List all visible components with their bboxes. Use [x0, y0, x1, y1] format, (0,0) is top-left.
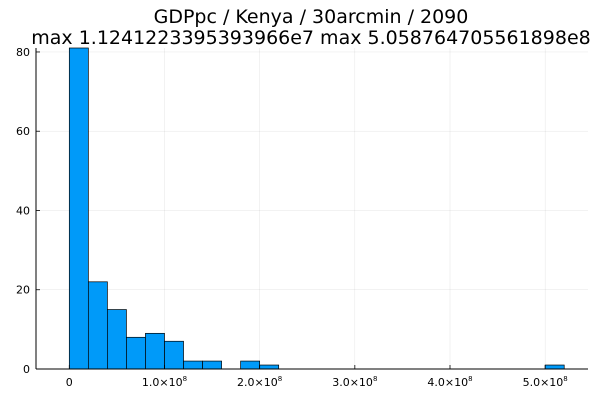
histogram-bar [126, 336, 146, 370]
y-tick-label: 40 [16, 204, 30, 217]
histogram-bar [107, 309, 127, 370]
y-tick-label: 20 [16, 284, 30, 297]
histogram-bar [87, 281, 108, 370]
histogram-bar [544, 364, 565, 370]
x-tick-label: 2.0×108 [237, 375, 282, 389]
bars [68, 47, 565, 370]
chart-subtitle: max 1.1241223395393966e7 max 5.058764705… [31, 27, 590, 49]
x-tick-label: 1.0×108 [142, 375, 187, 389]
histogram-bar [164, 340, 184, 370]
x-axis-ticks: 0 1.0×108 2.0×108 3.0×108 4.0×108 5.0×108 [66, 365, 568, 389]
y-tick-label: 80 [16, 46, 30, 59]
histogram-bar [259, 364, 280, 370]
histogram-bar [240, 360, 261, 370]
histogram-bar [68, 47, 89, 370]
axes [35, 48, 588, 370]
x-tick-label: 5.0×108 [523, 375, 568, 389]
y-tick-label: 0 [23, 363, 30, 376]
histogram-bar [145, 332, 165, 370]
y-tick-label: 60 [16, 125, 30, 138]
x-tick-label: 3.0×108 [332, 375, 377, 389]
x-tick-label: 4.0×108 [427, 375, 472, 389]
histogram-bar [202, 360, 222, 370]
histogram-bar [183, 360, 203, 370]
x-tick-label: 0 [66, 376, 73, 389]
y-axis-ticks: 0 20 40 60 80 [16, 46, 40, 376]
chart-title: GDPpc / Kenya / 30arcmin / 2090 [154, 6, 469, 28]
